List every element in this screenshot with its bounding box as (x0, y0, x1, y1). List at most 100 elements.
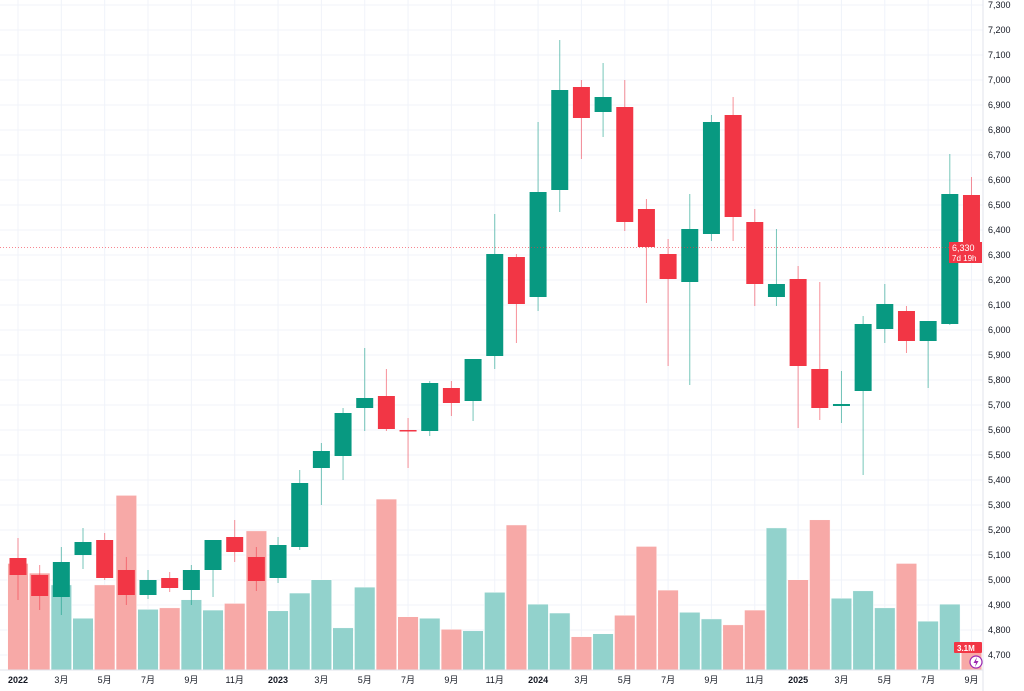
candle[interactable] (334, 408, 352, 480)
candle-body (247, 557, 265, 581)
candle-body (52, 562, 70, 597)
candle[interactable] (486, 214, 504, 369)
candle[interactable] (897, 306, 915, 353)
volume-bar (679, 612, 701, 671)
candle[interactable] (724, 97, 742, 241)
volume-bar (332, 627, 354, 671)
candle[interactable] (681, 194, 699, 385)
x-tick-label: 3月 (574, 675, 588, 685)
candle[interactable] (637, 199, 655, 303)
lightning-icon[interactable] (969, 655, 983, 669)
volume-bar (657, 589, 679, 671)
x-tick-label: 2023 (268, 675, 288, 685)
candle-body (832, 404, 850, 406)
candle-body (421, 383, 439, 431)
candle[interactable] (854, 316, 872, 475)
volume-bar (289, 592, 311, 671)
candle[interactable] (767, 229, 785, 306)
candle[interactable] (161, 572, 179, 592)
volume-bar (592, 633, 614, 671)
candle[interactable] (31, 565, 49, 610)
time-axis[interactable]: 2022 3月 5月 7月 9月 11月 2023 3月 5月 7月 9月 11月 2024 3月 5月 7月… (8, 675, 979, 685)
x-tick-label: 5月 (618, 675, 632, 685)
y-tick-label: 7,100 (988, 50, 1011, 60)
candle[interactable] (746, 209, 764, 306)
candle[interactable] (139, 570, 157, 599)
volume-bar (310, 579, 332, 671)
candle-body (529, 192, 547, 297)
candle[interactable] (464, 359, 482, 421)
candle-body (356, 398, 374, 408)
candle[interactable] (52, 547, 70, 615)
candle[interactable] (442, 381, 460, 416)
candle-body (291, 483, 309, 547)
volume-bar (570, 636, 592, 671)
candle-body (507, 257, 525, 304)
candle[interactable] (9, 538, 27, 600)
candle[interactable] (594, 63, 612, 137)
candle[interactable] (377, 369, 395, 431)
candle[interactable] (204, 540, 222, 597)
candle[interactable] (789, 266, 807, 428)
candle[interactable] (421, 381, 439, 436)
volume-bar (527, 603, 549, 671)
volume-bar (917, 620, 939, 671)
price-series (9, 40, 980, 615)
candle[interactable] (702, 115, 720, 241)
candle[interactable] (291, 470, 309, 550)
last-volume-label: 3.1M (957, 644, 975, 653)
volume-bar (202, 609, 224, 671)
candle[interactable] (182, 565, 200, 605)
candle[interactable] (659, 239, 677, 366)
x-tick-label: 5月 (358, 675, 372, 685)
candle-body (226, 537, 244, 552)
x-tick-label: 3月 (314, 675, 328, 685)
price-axis[interactable]: 7,300 7,200 7,100 7,000 6,900 6,800 6,700 6,600… (988, 0, 1011, 660)
candle[interactable] (919, 321, 937, 388)
candle-body (919, 321, 937, 341)
candle[interactable] (74, 528, 92, 569)
candle[interactable] (616, 80, 634, 231)
candle[interactable] (876, 284, 894, 343)
x-tick-label: 7月 (921, 675, 935, 685)
volume-bar (397, 616, 419, 671)
volume-bar (419, 617, 441, 671)
candle[interactable] (962, 177, 980, 250)
candle-body (789, 279, 807, 366)
candle[interactable] (551, 40, 569, 212)
volume-bar (94, 584, 116, 671)
candle[interactable] (117, 557, 135, 605)
candle-body (637, 209, 655, 247)
y-tick-label: 6,800 (988, 125, 1011, 135)
candle[interactable] (269, 537, 287, 583)
volume-bar (874, 607, 896, 671)
last-price-label: 6,330 (952, 243, 975, 253)
y-tick-label: 6,400 (988, 225, 1011, 235)
x-tick-label: 2022 (8, 675, 28, 685)
candle[interactable] (507, 254, 525, 343)
volume-bar (614, 614, 636, 671)
candle[interactable] (247, 547, 265, 591)
y-tick-label: 5,500 (988, 450, 1011, 460)
candle-body (182, 570, 200, 590)
candle[interactable] (226, 520, 244, 562)
candle[interactable] (572, 80, 590, 159)
volume-bar (830, 597, 853, 671)
candle[interactable] (811, 282, 829, 420)
candle-body (616, 107, 634, 222)
candle-body (139, 580, 157, 595)
candle[interactable] (832, 371, 850, 423)
y-tick-label: 5,600 (988, 425, 1011, 435)
candle[interactable] (312, 443, 330, 505)
x-tick-label: 2025 (788, 675, 808, 685)
y-tick-label: 4,700 (988, 650, 1011, 660)
volume-bar (484, 592, 506, 671)
volume-bar (137, 609, 159, 671)
candle[interactable] (529, 122, 547, 311)
candle[interactable] (96, 533, 114, 580)
candle-body (897, 311, 915, 341)
candle-body (486, 254, 504, 356)
candle[interactable] (356, 348, 374, 431)
candle[interactable] (399, 418, 417, 468)
